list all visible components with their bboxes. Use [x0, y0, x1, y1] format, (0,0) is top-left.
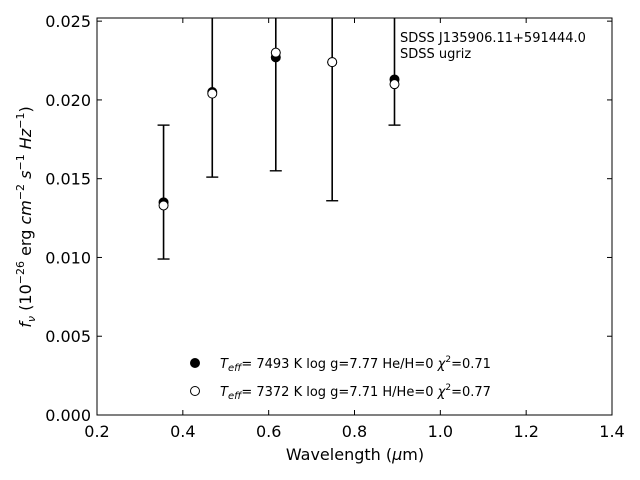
errorbar-group [157, 18, 401, 260]
filter-set-annotation: SDSS ugriz [400, 47, 471, 62]
x-tick-label-0: 0.2 [84, 422, 109, 441]
x-axis-label: Wavelength (μm) [286, 445, 424, 464]
series-1-point-4 [389, 79, 400, 90]
y-tick-label-0: 0.000 [45, 406, 91, 425]
legend-label-1: Teff= 7372 K log g=7.71 H/He=0 χ2=0.77 [220, 383, 491, 402]
y-tick-label-1: 0.005 [45, 327, 91, 346]
marker-group [158, 47, 400, 211]
plot-frame [96, 17, 613, 416]
x-tick-label-1: 0.4 [170, 422, 195, 441]
x-tick-label-4: 1.0 [428, 422, 453, 441]
series-1-point-3 [327, 57, 338, 68]
y-tick-label-5: 0.025 [45, 12, 91, 31]
legend: Teff= 7493 K log g=7.77 He/H=0 χ2=0.71 T… [190, 355, 491, 402]
y-tick-label-2: 0.010 [45, 248, 91, 267]
series-1-point-2 [270, 47, 281, 58]
y-axis-label: fν (10−26 erg cm−2 s−1 Hz−1) [14, 106, 38, 327]
series-1-point-0 [158, 200, 169, 211]
y-tick-label-4: 0.020 [45, 91, 91, 110]
axes: 0.2 0.4 0.6 0.8 1.0 1.2 1.4 0.000 0.005 0.010 0.01… [45, 12, 625, 441]
x-tick-label-2: 0.6 [256, 422, 281, 441]
x-tick-label-5: 1.2 [513, 422, 538, 441]
x-tick-label-3: 0.8 [342, 422, 367, 441]
series-1-point-1 [207, 88, 218, 99]
x-tick-label-6: 1.4 [599, 422, 624, 441]
object-name-annotation: SDSS J135906.11+591444.0 [400, 31, 586, 46]
legend-label-0: Teff= 7493 K log g=7.77 He/H=0 χ2=0.71 [220, 355, 491, 374]
y-tick-label-3: 0.015 [45, 170, 91, 189]
legend-marker-filled [190, 358, 200, 368]
legend-marker-open [190, 386, 200, 396]
